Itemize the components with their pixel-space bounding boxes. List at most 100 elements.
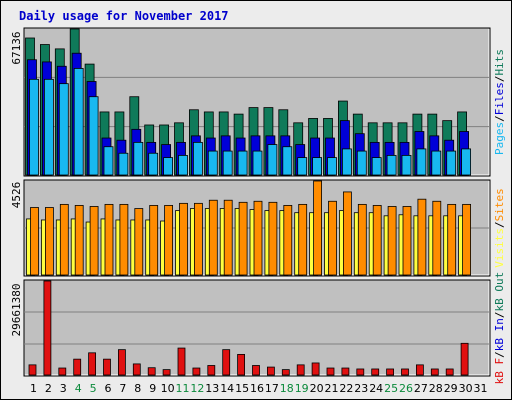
bar-sites-day-4 bbox=[74, 205, 84, 276]
bar-pages-day-14 bbox=[222, 150, 233, 176]
bar-sites-day-26 bbox=[402, 206, 412, 276]
bar-kbf-day-28 bbox=[430, 368, 439, 376]
x-tick-label-day-6: 6 bbox=[105, 382, 112, 395]
legend-1-entry-4: Hits bbox=[493, 49, 506, 76]
bar-pages-day-25 bbox=[386, 155, 397, 176]
bar-pages-day-8 bbox=[133, 141, 144, 176]
bar-pages-day-28 bbox=[431, 150, 442, 176]
bar-pages-day-17 bbox=[267, 144, 278, 176]
bar-sites-day-22 bbox=[342, 191, 352, 276]
bar-sites-day-18 bbox=[283, 205, 293, 276]
x-tick-label-day-25: 25 bbox=[384, 382, 398, 395]
x-tick-label-day-5: 5 bbox=[90, 382, 97, 395]
bar-sites-day-23 bbox=[357, 203, 367, 276]
x-tick-label-day-27: 27 bbox=[414, 382, 428, 395]
bar-sites-day-10 bbox=[164, 205, 174, 276]
x-tick-label-day-18: 18 bbox=[280, 382, 294, 395]
bar-sites-day-17 bbox=[268, 201, 278, 276]
bar-kbf-day-6 bbox=[103, 358, 111, 376]
bar-kbf-day-2 bbox=[43, 280, 52, 376]
bar-kbf-day-20 bbox=[311, 362, 320, 376]
x-tick-label-day-11: 11 bbox=[176, 382, 190, 395]
bar-kbf-day-10 bbox=[162, 369, 171, 376]
bar-kbf-day-8 bbox=[132, 363, 141, 376]
bar-sites-day-5 bbox=[89, 206, 99, 276]
x-tick-label-day-21: 21 bbox=[325, 382, 339, 395]
bar-sites-day-29 bbox=[447, 203, 457, 276]
bar-pages-day-29 bbox=[446, 150, 457, 176]
bar-kbf-day-9 bbox=[147, 367, 156, 376]
x-tick-label-day-8: 8 bbox=[134, 382, 141, 395]
bar-pages-day-30 bbox=[461, 148, 472, 176]
x-tick-label-day-17: 17 bbox=[265, 382, 279, 395]
bar-kbf-day-5 bbox=[88, 352, 96, 376]
x-tick-label-day-2: 2 bbox=[45, 382, 52, 395]
bar-kbf-day-1 bbox=[28, 364, 37, 376]
bar-sites-day-14 bbox=[223, 199, 233, 276]
x-tick-label-day-1: 1 bbox=[30, 382, 37, 395]
y-axis-max-label-2: 4526 bbox=[10, 182, 23, 209]
x-tick-label-day-16: 16 bbox=[250, 382, 264, 395]
bar-pages-day-15 bbox=[237, 150, 248, 176]
bar-sites-day-3 bbox=[59, 203, 69, 276]
x-tick-label-day-19: 19 bbox=[295, 382, 309, 395]
bar-pages-day-13 bbox=[207, 150, 218, 176]
bar-kbf-day-16 bbox=[252, 365, 260, 376]
bar-pages-day-16 bbox=[252, 150, 263, 176]
bar-sites-day-15 bbox=[238, 201, 248, 276]
bar-kbf-day-23 bbox=[356, 368, 365, 376]
bar-pages-day-27 bbox=[416, 148, 427, 176]
x-tick-label-day-7: 7 bbox=[119, 382, 126, 395]
bar-kbf-day-13 bbox=[207, 365, 216, 376]
legend-3-entry-3: / bbox=[493, 311, 506, 318]
y-axis-max-label-3: 29661380 bbox=[10, 284, 23, 337]
bar-pages-day-1 bbox=[29, 78, 39, 176]
bar-pages-day-26 bbox=[401, 155, 412, 176]
bar-sites-day-30 bbox=[462, 203, 472, 276]
legend-2-entry-0: Visits bbox=[493, 228, 506, 268]
legend-3: kB F/kB In/kB Out bbox=[493, 272, 506, 385]
x-tick-label-day-29: 29 bbox=[444, 382, 458, 395]
legend-1-entry-0: Pages bbox=[493, 122, 506, 155]
bar-sites-day-1 bbox=[30, 207, 39, 276]
legend-2: Visits/Sites bbox=[493, 188, 506, 268]
bar-kbf-day-30 bbox=[460, 342, 469, 376]
bar-pages-day-12 bbox=[192, 141, 203, 176]
bar-sites-day-6 bbox=[104, 203, 114, 276]
chart-title: Daily usage for November 2017 bbox=[19, 9, 229, 23]
bar-sites-day-13 bbox=[208, 199, 218, 276]
bar-sites-day-28 bbox=[432, 200, 442, 276]
bar-pages-day-19 bbox=[297, 157, 308, 176]
bar-pages-day-22 bbox=[341, 148, 352, 176]
y-axis-max-label-1: 67136 bbox=[10, 31, 23, 64]
bar-kbf-day-19 bbox=[296, 364, 305, 376]
x-tick-label-day-3: 3 bbox=[60, 382, 67, 395]
bar-pages-day-3 bbox=[58, 83, 69, 176]
bar-kbf-day-21 bbox=[326, 367, 335, 376]
bar-kbf-day-22 bbox=[341, 367, 350, 376]
bar-sites-day-8 bbox=[134, 208, 144, 276]
bar-kbf-day-4 bbox=[73, 358, 82, 376]
bar-sites-day-7 bbox=[119, 203, 129, 276]
legend-2-entry-1: / bbox=[493, 221, 506, 228]
bar-kbf-day-3 bbox=[58, 367, 67, 376]
x-tick-label-day-10: 10 bbox=[161, 382, 175, 395]
bar-sites-day-9 bbox=[149, 205, 159, 276]
bar-sites-day-20 bbox=[313, 180, 323, 276]
legend-3-entry-2: kB In bbox=[493, 318, 506, 351]
legend-3-entry-0: kB F bbox=[493, 358, 506, 385]
plot-area-3 bbox=[23, 279, 491, 377]
x-tick-label-day-9: 9 bbox=[149, 382, 156, 395]
x-tick-label-day-22: 22 bbox=[339, 382, 353, 395]
bar-pages-day-11 bbox=[178, 155, 188, 176]
x-tick-label-day-15: 15 bbox=[235, 382, 249, 395]
x-tick-label-day-26: 26 bbox=[399, 382, 413, 395]
x-tick-label-day-20: 20 bbox=[310, 382, 324, 395]
x-tick-label-day-31: 31 bbox=[474, 382, 488, 395]
x-tick-label-day-12: 12 bbox=[190, 382, 204, 395]
x-tick-label-day-23: 23 bbox=[354, 382, 368, 395]
bar-pages-day-7 bbox=[118, 152, 129, 176]
legend-1-entry-2: Files bbox=[493, 82, 506, 115]
legend-2-entry-2: Sites bbox=[493, 188, 506, 221]
bar-pages-day-24 bbox=[371, 157, 382, 176]
